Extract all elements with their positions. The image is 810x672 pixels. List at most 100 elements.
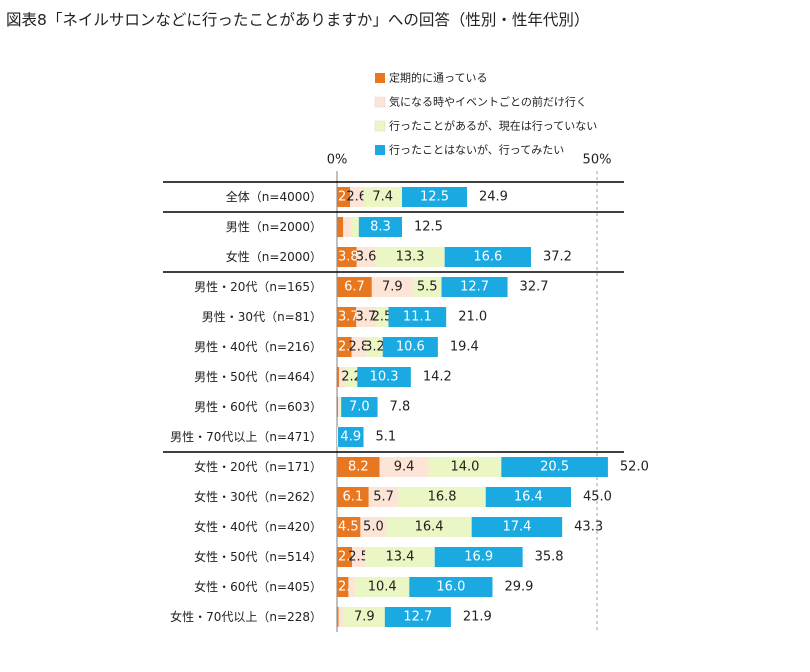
row-label: 女性（n=2000）	[226, 249, 322, 264]
data-label: 4.5	[338, 520, 359, 535]
data-label: 16.9	[464, 550, 493, 565]
data-label: 8.2	[348, 460, 369, 475]
data-label: 3.6	[356, 250, 377, 265]
bar-segment	[343, 217, 352, 237]
bar-segment	[337, 517, 361, 537]
data-label: 13.4	[385, 550, 414, 565]
total-label: 21.9	[463, 610, 492, 625]
x-tick-label: 0%	[327, 153, 348, 168]
bar-segment	[384, 607, 451, 627]
bar-segment	[382, 337, 438, 357]
bar-segment	[375, 307, 389, 327]
data-label: 17.4	[502, 520, 531, 535]
total-label: 12.5	[414, 220, 443, 235]
data-label: 4.9	[340, 430, 361, 445]
legend-swatch	[374, 120, 386, 132]
bar-segment	[337, 397, 339, 417]
bar-segment	[338, 607, 344, 627]
data-label: 13.3	[396, 250, 425, 265]
data-label: 2.8	[348, 340, 369, 355]
bar-segment	[379, 457, 429, 477]
bar-segment	[412, 277, 442, 297]
bar-segment	[366, 337, 383, 357]
bar-segment	[441, 277, 508, 297]
data-label: 10.6	[396, 340, 425, 355]
bar-segment	[358, 217, 402, 237]
bar-segment	[434, 547, 523, 567]
bar-segment	[351, 337, 367, 357]
bar-segment	[352, 547, 366, 567]
row-label: 女性・40代（n=420）	[194, 519, 322, 534]
bar-segment	[409, 577, 493, 597]
bar-segment	[338, 427, 364, 447]
bar-segment	[402, 187, 467, 207]
legend-label: 気になる時やイベントごとの前だけ行く	[389, 95, 587, 109]
row-label: 女性・70代以上（n=228）	[170, 609, 322, 624]
data-label: 14.0	[450, 460, 479, 475]
bar-segment	[386, 517, 472, 537]
bar-segment	[337, 337, 352, 357]
bar-segment	[355, 577, 410, 597]
bar-segment	[337, 307, 357, 327]
bar-segment	[337, 367, 340, 387]
legend-label: 定期的に通っている	[389, 71, 487, 85]
data-label: 6.1	[343, 490, 364, 505]
total-label: 14.2	[423, 370, 452, 385]
row-label: 女性・20代（n=171）	[194, 459, 322, 474]
bar-segment	[338, 397, 340, 417]
row-label: 全体（n=4000）	[226, 189, 322, 204]
data-label: 16.4	[514, 490, 543, 505]
bar-segment	[345, 367, 358, 387]
total-label: 37.2	[543, 250, 572, 265]
bar-segment	[337, 607, 339, 627]
data-label: 3.2	[364, 340, 385, 355]
bar-segment	[337, 457, 380, 477]
bar-segment	[363, 187, 402, 207]
row-label: 女性・50代（n=514）	[194, 549, 322, 564]
bar-segment	[360, 517, 387, 537]
total-label: 5.1	[376, 430, 397, 445]
row-label: 男性・20代（n=165）	[194, 280, 322, 294]
legend-label: 行ったことがあるが、現在は行っていない	[389, 119, 597, 133]
bar-segment	[339, 397, 342, 417]
bar-segment	[398, 487, 486, 507]
data-label: 16.4	[415, 520, 444, 535]
bar-segment	[337, 487, 369, 507]
data-label: 7.4	[372, 190, 393, 205]
data-label: 3.7	[356, 310, 377, 325]
bar-segment	[337, 427, 339, 447]
bar-segment	[350, 187, 364, 207]
bar-segment	[428, 457, 502, 477]
bar-segment	[388, 307, 447, 327]
legend-swatch	[375, 73, 385, 83]
data-label: 7.9	[354, 610, 375, 625]
data-label: 12.7	[403, 610, 432, 625]
data-label: 7.0	[349, 400, 370, 415]
bar-segment	[485, 487, 571, 507]
x-tick-label: 50%	[583, 153, 612, 168]
row-label: 男性・50代（n=464）	[194, 370, 322, 384]
data-label: 6.7	[344, 280, 365, 295]
total-label: 35.8	[535, 550, 564, 565]
bar-segment	[365, 547, 435, 567]
bar-segment	[348, 577, 356, 597]
row-label: 女性・60代（n=405）	[194, 579, 322, 594]
legend-swatch	[375, 145, 385, 155]
total-label: 43.3	[574, 520, 603, 535]
row-label: 男性・40代（n=216）	[194, 340, 322, 354]
data-label: 16.6	[473, 250, 502, 265]
bar-segment	[343, 607, 385, 627]
row-label: 男性・60代（n=603）	[194, 400, 322, 414]
data-label: 5.7	[373, 490, 394, 505]
data-label: 12.5	[420, 190, 449, 205]
data-label: 20.5	[540, 460, 569, 475]
row-label: 女性・30代（n=262）	[194, 489, 322, 504]
data-label: 16.8	[428, 490, 457, 505]
row-label: 男性・70代以上（n=471）	[170, 430, 322, 444]
data-label: 2.5	[372, 310, 393, 325]
data-label: 5.0	[363, 520, 384, 535]
bar-segment	[337, 247, 357, 267]
bar-segment	[351, 217, 359, 237]
row-label: 男性（n=2000）	[226, 220, 322, 234]
